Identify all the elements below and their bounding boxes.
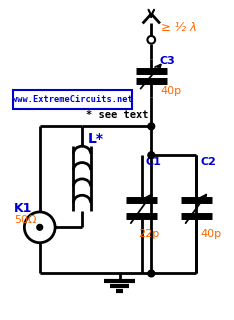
Text: www.ExtremeCircuits.net: www.ExtremeCircuits.net (12, 95, 133, 104)
Text: 50Ω: 50Ω (14, 215, 36, 225)
Text: 22p: 22p (138, 229, 159, 239)
Text: K1: K1 (14, 202, 32, 215)
Text: C3: C3 (160, 56, 176, 66)
Text: C1: C1 (146, 157, 161, 167)
Text: C2: C2 (200, 157, 216, 167)
FancyBboxPatch shape (13, 90, 132, 108)
Text: 40p: 40p (200, 229, 221, 239)
Circle shape (148, 123, 155, 130)
Text: ≥ ¹⁄₂ λ: ≥ ¹⁄₂ λ (161, 21, 197, 34)
Circle shape (37, 224, 43, 230)
Text: * see text: * see text (86, 110, 148, 120)
Circle shape (148, 152, 155, 158)
Text: 40p: 40p (160, 86, 181, 96)
Text: L*: L* (88, 132, 104, 146)
Circle shape (148, 270, 155, 277)
